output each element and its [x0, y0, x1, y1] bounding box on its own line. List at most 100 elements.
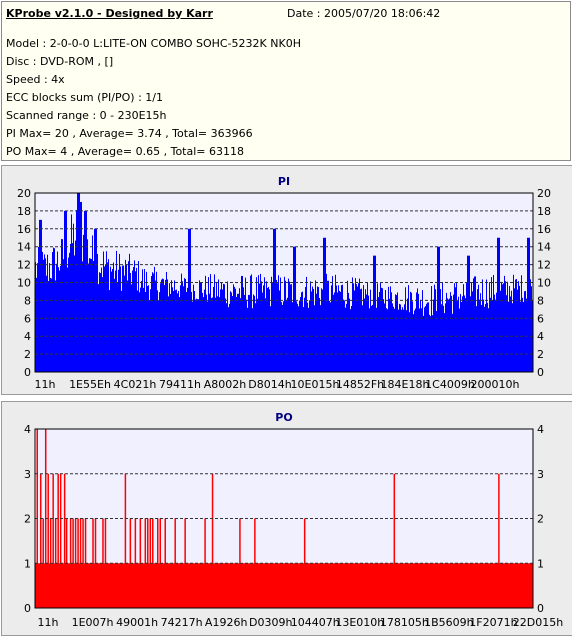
- data-bar: [145, 292, 146, 372]
- y-tick-label-right: 14: [537, 241, 551, 254]
- data-bar: [256, 277, 257, 372]
- data-bar: [189, 228, 190, 372]
- data-bar: [211, 473, 214, 608]
- data-bar: [379, 291, 380, 372]
- data-bar: [485, 303, 486, 372]
- data-bar: [39, 473, 42, 608]
- data-bar: [361, 288, 362, 372]
- x-tick-label: 11h: [38, 616, 59, 629]
- data-bar: [430, 316, 431, 372]
- data-bar: [330, 302, 331, 372]
- plot-border: [34, 428, 534, 609]
- data-bar: [507, 281, 508, 372]
- data-bar: [140, 287, 141, 372]
- data-bar: [166, 271, 167, 372]
- data-bar: [152, 272, 153, 372]
- data-bar: [100, 273, 101, 372]
- data-bar: [254, 295, 255, 372]
- data-bar: [146, 271, 147, 372]
- data-bar: [268, 286, 269, 372]
- data-bar: [234, 286, 235, 372]
- data-bar: [509, 286, 510, 372]
- data-bar: [295, 246, 296, 372]
- data-bar: [59, 270, 60, 372]
- data-bar: [44, 254, 45, 372]
- y-tick-label-left: 4: [24, 423, 31, 436]
- data-bar: [334, 292, 335, 372]
- y-tick-label-left: 20: [17, 187, 31, 200]
- data-bar: [209, 293, 210, 372]
- data-bar: [101, 267, 102, 372]
- data-bar: [119, 253, 120, 372]
- data-bar: [323, 237, 324, 372]
- data-bar: [372, 304, 373, 372]
- data-bar: [112, 269, 113, 372]
- data-bar: [82, 261, 83, 372]
- y-tick-label-right: 18: [537, 205, 551, 218]
- data-bar: [64, 210, 65, 372]
- data-bar: [84, 210, 85, 372]
- x-tick-label: D8014h: [248, 378, 291, 391]
- data-bar: [116, 250, 117, 372]
- data-bar: [467, 255, 468, 372]
- data-bar: [187, 287, 188, 372]
- po-chart: PO 0 0 1 1 2 2 3 3 4 4 11h 1E007h 49001h 74217h A1926h D…: [24, 411, 563, 629]
- data-bar: [50, 277, 51, 372]
- data-bar: [267, 287, 268, 372]
- data-bar: [202, 292, 203, 372]
- y-tick-label-left: 4: [24, 330, 31, 343]
- data-bar: [42, 251, 43, 372]
- data-bar: [336, 285, 337, 372]
- data-bar: [335, 274, 336, 372]
- data-bar: [265, 298, 266, 372]
- data-bar: [67, 267, 68, 372]
- data-bar: [483, 299, 484, 372]
- data-bar: [406, 310, 407, 372]
- data-bar: [92, 518, 94, 608]
- data-bar: [345, 307, 346, 372]
- data-bar: [239, 288, 240, 372]
- x-tick-label: A8002h: [204, 378, 247, 391]
- y-tick-label-right: 20: [537, 187, 551, 200]
- data-bar: [238, 293, 239, 372]
- data-bar: [161, 279, 162, 372]
- data-bar: [479, 299, 480, 372]
- data-bar: [241, 275, 242, 372]
- data-bar: [197, 299, 198, 372]
- data-bar: [137, 290, 138, 372]
- data-bar: [232, 296, 233, 372]
- info-model: Model : 2-0-0-0 L:LITE-ON COMBO SOHC-523…: [6, 37, 301, 50]
- data-bar: [216, 282, 217, 372]
- data-bar: [273, 228, 274, 372]
- data-bar: [347, 280, 348, 372]
- data-bar: [498, 237, 499, 372]
- data-bar: [463, 284, 464, 372]
- data-bar: [478, 284, 479, 372]
- data-bar: [311, 291, 312, 372]
- y-tick-label-left: 3: [24, 468, 31, 481]
- data-bar: [128, 261, 129, 372]
- data-bar: [378, 297, 379, 372]
- data-bar: [103, 251, 104, 372]
- data-bar: [437, 246, 438, 372]
- data-bar: [424, 307, 425, 372]
- data-bar: [149, 300, 150, 372]
- data-bar: [438, 246, 439, 372]
- data-bar: [302, 291, 303, 372]
- data-bar: [206, 294, 207, 372]
- data-bar: [154, 266, 155, 372]
- data-bar: [217, 296, 218, 372]
- info-panel: KProbe v2.1.0 - Designed by Karr Date : …: [1, 1, 571, 161]
- data-bar: [52, 473, 54, 608]
- data-bar: [422, 290, 423, 372]
- data-bar: [475, 276, 476, 372]
- data-bar: [110, 266, 111, 372]
- data-bar: [49, 263, 50, 372]
- data-bar: [354, 290, 355, 372]
- data-bar: [211, 298, 212, 372]
- data-bar: [258, 275, 259, 372]
- y-tick-label-left: 2: [24, 513, 31, 526]
- data-bar: [147, 285, 148, 372]
- data-bar: [427, 302, 428, 372]
- data-bar: [303, 518, 306, 608]
